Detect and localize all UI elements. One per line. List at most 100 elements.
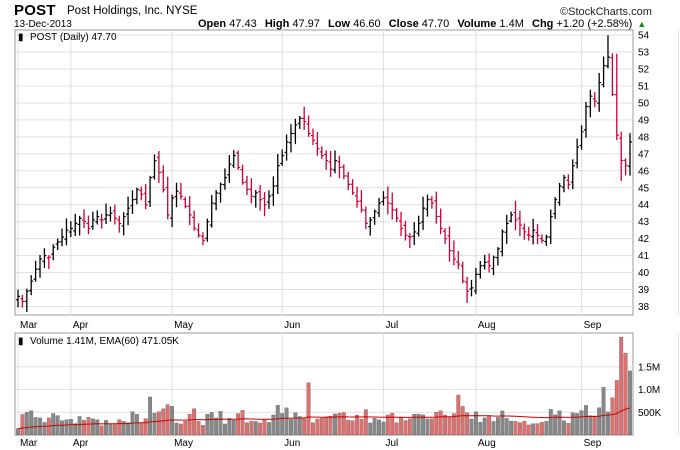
vol-x-tick-label-Mar: Mar (20, 438, 38, 449)
ohlc-bar (495, 247, 500, 266)
volume-bar (328, 415, 333, 436)
ohlc-bar (24, 288, 29, 313)
ohlc-bar (628, 133, 632, 176)
ohlc-bar (469, 279, 474, 297)
volume-bar (90, 418, 95, 436)
volume-bar (16, 428, 20, 436)
y-tick-label-49: 49 (638, 115, 650, 126)
ema-line (17, 407, 631, 430)
ohlc-bar (16, 289, 20, 308)
price-legend: POST (Daily) 47.70 (30, 32, 117, 43)
ohlc-bar (478, 260, 483, 279)
y-tick-label-54: 54 (638, 31, 650, 42)
volume-bar (416, 413, 421, 436)
ohlc-bar (588, 89, 593, 118)
ohlc-bar (539, 234, 544, 244)
ohlc-bar (421, 196, 426, 230)
volume-bar (112, 424, 117, 436)
volume-bar (597, 407, 602, 436)
ohlc-bar (614, 53, 619, 141)
ohlc-bar (319, 146, 324, 160)
volume-bar (548, 409, 553, 436)
volume-bar (456, 394, 461, 436)
ohlc-bar (86, 215, 91, 235)
volume-bar (271, 414, 276, 436)
vol-y-tick-label-1.5M: 1.5M (638, 362, 660, 373)
volume-bar (601, 387, 606, 436)
volume-bar (73, 423, 78, 436)
volume-bar (139, 422, 144, 436)
ohlc-bar (359, 190, 364, 213)
volume-bar (403, 420, 408, 436)
volume-bar (201, 425, 205, 436)
volume-bar (280, 413, 285, 436)
ohlc-bar (605, 35, 610, 69)
ohlc-bar (284, 134, 289, 161)
ohlc-bar (337, 155, 342, 179)
ohlc-bar (315, 132, 320, 156)
y-tick-label-45: 45 (638, 183, 650, 194)
volume-bar (289, 419, 293, 436)
ohlc-bar (544, 234, 549, 246)
volume-bar (187, 414, 192, 436)
ohlc-bar (451, 240, 456, 266)
ohlc-bar (517, 210, 522, 237)
volume-bar (540, 422, 544, 436)
ohlc-bar (350, 179, 355, 195)
ohlc-bar (297, 115, 302, 129)
vol-x-tick-label-Aug: Aug (478, 438, 496, 449)
volume-bar (425, 418, 430, 436)
ohlc-bar (227, 155, 232, 183)
ohlc-bar (355, 186, 360, 208)
ohlc-bar (187, 196, 192, 226)
volume-bar (544, 421, 549, 436)
y-tick-label-52: 52 (638, 65, 650, 76)
y-tick-label-47: 47 (638, 149, 650, 160)
volume-bar (245, 422, 249, 436)
ohlc-bar (429, 196, 434, 209)
ticker-symbol: POST (14, 2, 56, 19)
ohlc-bar (509, 211, 514, 223)
volume-bar (390, 413, 395, 436)
ohlc-bar (412, 222, 417, 246)
volume-bar (29, 410, 34, 436)
volume-bar (297, 416, 302, 436)
volume-bar (399, 417, 403, 436)
volume-bar (311, 422, 315, 436)
ohlc-bar (82, 209, 87, 229)
ohlc-bar (134, 187, 139, 205)
ohlc-bar (623, 158, 628, 176)
ohlc-bar (399, 211, 404, 237)
ohlc-bar (249, 178, 254, 204)
volume-bar (267, 422, 271, 436)
ohlc-bar (38, 254, 43, 278)
ohlc-bar (42, 248, 47, 268)
volume-bar (302, 418, 307, 436)
ohlc-bar (346, 171, 351, 191)
up-arrow-icon: ▲ (637, 19, 647, 29)
volume-bar (394, 422, 399, 436)
volume-bar (152, 413, 157, 436)
ohlc-bar (403, 220, 408, 241)
volume-bar (584, 405, 588, 436)
ohlc-bar (20, 294, 25, 308)
volume-bar (513, 421, 518, 436)
volume-bar (68, 419, 73, 436)
volume-bar (134, 414, 139, 436)
ohlc-bar (178, 182, 183, 200)
vol-x-tick-label-May: May (174, 438, 193, 449)
y-tick-label-40: 40 (638, 268, 650, 279)
ohlc-bar (46, 255, 51, 270)
volume-bar (192, 408, 197, 436)
ohlc-bar (390, 192, 395, 220)
ohlc-bar (504, 214, 509, 244)
x-tick-label-Mar: Mar (20, 320, 38, 331)
ohlc-bar (139, 186, 144, 201)
y-tick-label-44: 44 (638, 200, 650, 211)
volume-bar (570, 412, 575, 436)
y-tick-label-43: 43 (638, 217, 650, 228)
ohlc-bar (33, 260, 38, 282)
volume-bar (460, 406, 465, 436)
watermark: ©StockCharts.com (560, 6, 652, 18)
volume-bar (377, 419, 381, 436)
